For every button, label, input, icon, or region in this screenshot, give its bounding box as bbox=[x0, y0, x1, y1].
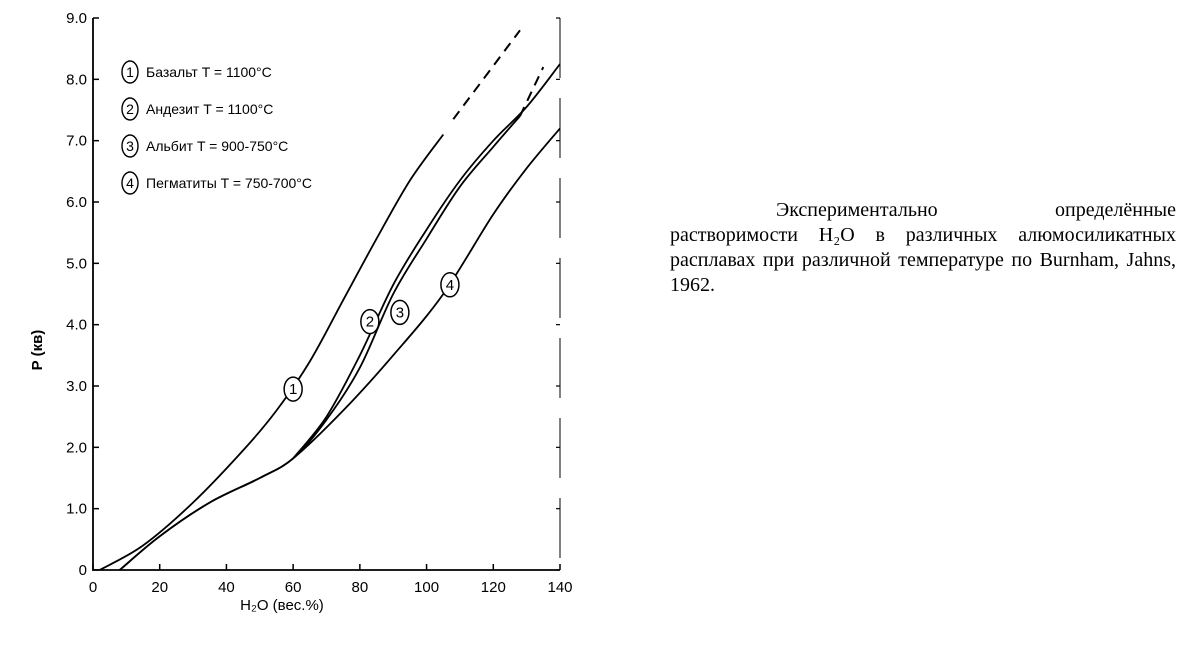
x-tick-label: 100 bbox=[414, 579, 439, 596]
legend-marker bbox=[121, 171, 139, 195]
y-tick-label: 7.0 bbox=[66, 133, 87, 150]
x-tick-label: 40 bbox=[218, 579, 235, 596]
y-tick-label: 1.0 bbox=[66, 501, 87, 518]
x-tick-label: 0 bbox=[89, 579, 97, 596]
y-tick-label: 2.0 bbox=[66, 439, 87, 456]
x-tick-label: 140 bbox=[547, 579, 572, 596]
x-tick-label: 80 bbox=[352, 579, 369, 596]
figure-caption: Экспериментально определённые растворимо… bbox=[670, 199, 1176, 296]
x-axis-title: H₂O (вес.%) bbox=[240, 597, 324, 614]
curve-marker-label: 2 bbox=[366, 314, 374, 331]
y-tick-label: 4.0 bbox=[66, 317, 87, 334]
curve-1-dashed bbox=[452, 29, 521, 120]
y-tick-label: 6.0 bbox=[66, 194, 87, 211]
curve-marker-label: 1 bbox=[289, 381, 297, 398]
legend-marker bbox=[121, 134, 139, 158]
legend-entry-text: Базальт T = 1100°C bbox=[146, 64, 272, 80]
legend-entry-text: Пегматиты T = 750-700°C bbox=[146, 175, 312, 191]
y-tick-label: 5.0 bbox=[66, 255, 87, 272]
curve-marker-1 bbox=[283, 376, 303, 402]
legend-marker bbox=[121, 97, 139, 121]
legend-marker-number: 3 bbox=[126, 138, 134, 154]
x-tick-label: 60 bbox=[285, 579, 302, 596]
curve-marker-2 bbox=[360, 308, 380, 335]
y-axis-ticks: 0 1.0 2.0 3.0 4.0 5.0 6.0 7.0 8.0 9.0 bbox=[66, 10, 560, 579]
legend-marker-number: 1 bbox=[126, 64, 134, 80]
legend-entry-text: Альбит T = 900-750°C bbox=[146, 138, 288, 154]
chart-legend: 1 Базальт T = 1100°C 2 Андезит T = 1100°C 3 А… bbox=[121, 60, 312, 195]
curve-labels: 1 2 3 4 bbox=[283, 272, 460, 402]
x-tick-label: 20 bbox=[151, 579, 168, 596]
curve-4 bbox=[119, 127, 561, 571]
y-tick-label: 8.0 bbox=[66, 71, 87, 88]
curve-marker-label: 3 bbox=[396, 304, 404, 321]
legend-marker-number: 2 bbox=[126, 101, 134, 117]
curve-1 bbox=[99, 133, 445, 571]
y-tick-label: 3.0 bbox=[66, 378, 87, 395]
curve-3 bbox=[292, 63, 561, 459]
x-tick-label: 120 bbox=[481, 579, 506, 596]
legend-marker bbox=[121, 60, 139, 84]
y-tick-label: 0 bbox=[79, 562, 87, 579]
y-tick-label: 9.0 bbox=[66, 10, 87, 27]
x-axis-ticks: 0 20 40 60 80 100 120 140 bbox=[89, 564, 573, 596]
y-axis-title: P (кв) bbox=[29, 330, 46, 371]
curve-marker-label: 4 bbox=[446, 277, 454, 294]
curve-marker-3 bbox=[390, 299, 410, 326]
legend-entry-text: Андезит T = 1100°C bbox=[146, 101, 273, 117]
curve-marker-4 bbox=[440, 272, 460, 298]
legend-marker-number: 4 bbox=[126, 175, 134, 191]
